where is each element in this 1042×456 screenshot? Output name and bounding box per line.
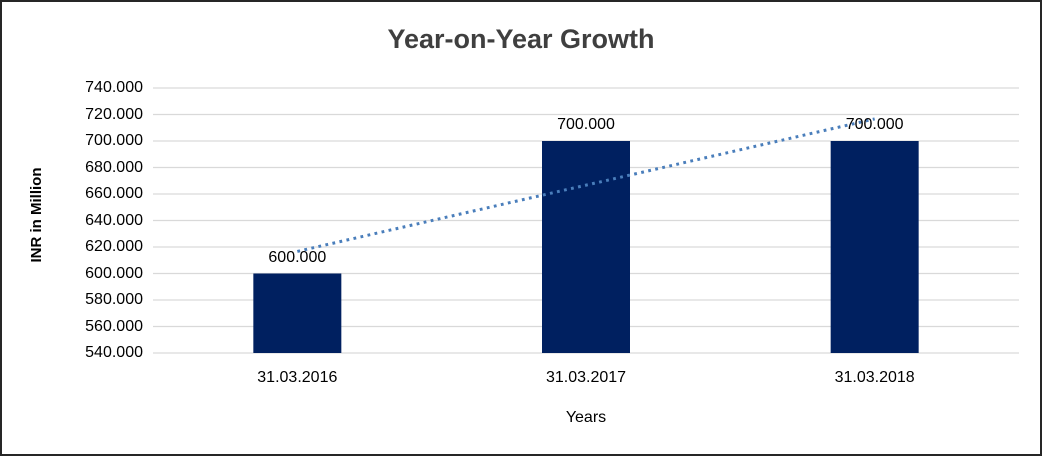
y-tick-label: 680.000 (85, 158, 143, 176)
y-tick-label: 720.000 (85, 105, 143, 123)
chart-title: Year-on-Year Growth (387, 24, 655, 54)
bar-value-label: 600.000 (268, 248, 327, 266)
bar-value-label: 700.000 (845, 116, 904, 133)
bar-31.03.2018 (830, 141, 919, 353)
y-tick-label: 660.000 (85, 185, 143, 202)
y-tick-label: 580.000 (85, 291, 143, 308)
y-tick-label: 540.000 (85, 344, 143, 361)
x-tick-label: 31.03.2016 (257, 369, 338, 386)
y-tick-label: 620.000 (85, 238, 143, 255)
x-axis-title: Years (565, 409, 607, 426)
trendline (296, 117, 876, 253)
y-tick-label: 700.000 (85, 132, 143, 149)
bar-31.03.2016 (253, 273, 342, 353)
bar-value-label: 700.000 (557, 116, 615, 133)
bar-31.03.2017 (542, 141, 630, 353)
y-tick-label: 560.000 (85, 317, 143, 335)
y-tick-label: 640.000 (85, 211, 143, 229)
x-tick-label: 31.03.2018 (834, 369, 915, 386)
x-tick-label: 31.03.2017 (545, 369, 627, 386)
y-tick-label: 740.000 (85, 79, 143, 96)
y-tick-label: 600.000 (85, 264, 143, 282)
